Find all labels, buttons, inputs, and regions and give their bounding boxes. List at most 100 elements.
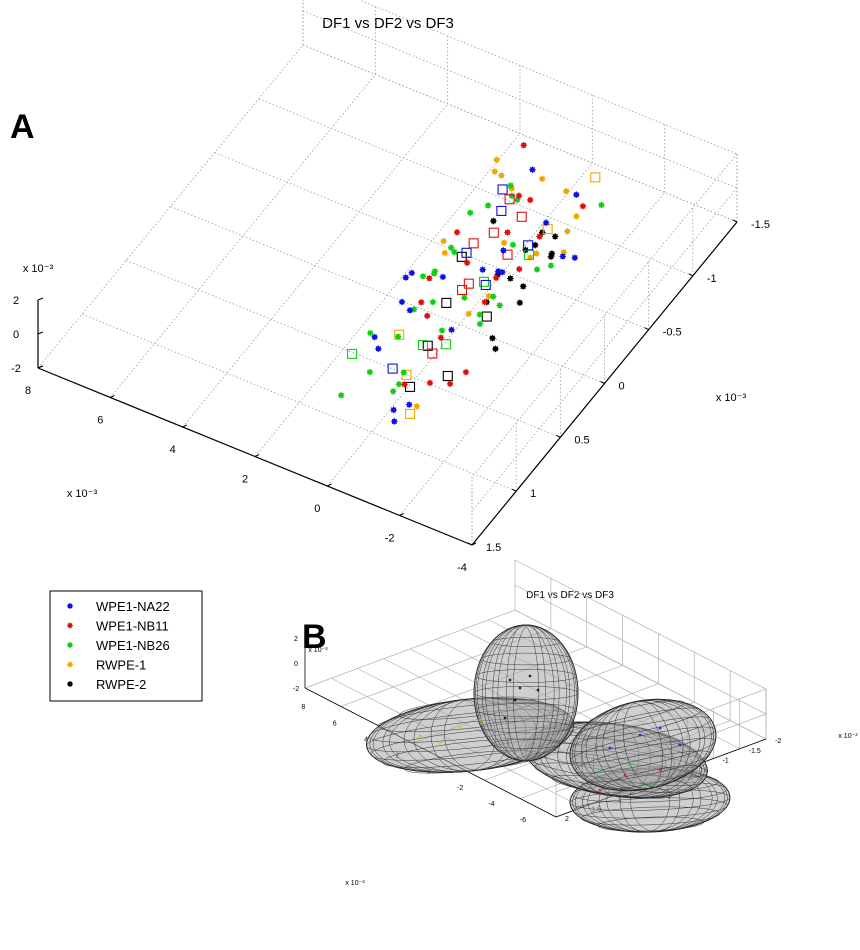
z-tick-mark (37, 297, 44, 301)
data-point-square (441, 297, 452, 308)
data-point-asterisk (492, 345, 499, 353)
data-point-asterisk (519, 283, 527, 290)
legend-marker (67, 603, 73, 609)
data-point-square (441, 339, 452, 350)
legend-item: RWPE-1 (67, 658, 146, 673)
data-point-asterisk (496, 302, 503, 309)
data-point-asterisk (426, 274, 433, 282)
data-point (438, 740, 442, 744)
y-tick-label: 1 (530, 488, 536, 500)
data-point-square (461, 247, 472, 258)
data-point-square (481, 311, 492, 322)
data-point-asterisk (463, 259, 471, 267)
legend-marker (67, 681, 73, 687)
data-point-asterisk (573, 191, 580, 198)
x-tick-label: 8 (301, 704, 305, 711)
data-point-square (463, 278, 474, 289)
data-point-asterisk (536, 233, 543, 240)
x-tick-label: -4 (488, 801, 494, 808)
data-point-asterisk (598, 201, 605, 209)
data-point-asterisk (484, 202, 492, 209)
legend-label: WPE1-NA22 (96, 599, 170, 614)
legend-item: WPE1-NB26 (67, 638, 170, 653)
data-point (418, 734, 422, 738)
x-tick-label: 6 (333, 720, 337, 727)
data-point-asterisk (491, 168, 499, 175)
legend-item: RWPE-2 (67, 677, 146, 692)
x-tick-label: 8 (25, 385, 31, 397)
z-tick-label: -2 (293, 686, 299, 693)
y-tick-label: 1.5 (486, 542, 501, 554)
x-tick-label: 4 (170, 444, 176, 456)
data-point-asterisk (446, 380, 454, 388)
y-tick-mark (644, 327, 649, 331)
y-tick-label: -2 (775, 738, 781, 745)
data-point (598, 770, 602, 774)
legend: WPE1-NA22 WPE1-NB11 WPE1-NB26 RWPE-1 RWPE-2 (49, 590, 203, 702)
data-point-square (478, 276, 490, 287)
data-point-asterisk (401, 381, 408, 388)
data-point-asterisk (551, 233, 559, 240)
data-point-asterisk (489, 334, 496, 342)
data-point-asterisk (408, 269, 416, 277)
data-point (608, 746, 612, 750)
data-point (478, 718, 482, 722)
data-point-asterisk (533, 250, 540, 257)
y-tick-label: 2 (565, 816, 569, 823)
data-point-square (488, 227, 499, 238)
z-tick-mark (37, 365, 44, 369)
data-point-asterisk (405, 401, 413, 408)
x-tick-mark (399, 513, 404, 516)
data-point-asterisk (526, 254, 534, 261)
data-point-square (480, 279, 491, 291)
data-point-asterisk (440, 237, 447, 245)
y-tick-mark (600, 381, 605, 384)
y-tick-label: 0.5 (574, 434, 589, 446)
floor-gridline (126, 259, 561, 438)
x-tick-mark (471, 542, 477, 546)
x-tick-label: 0 (314, 503, 320, 515)
data-point-square (387, 363, 398, 374)
wall-gridline (302, 10, 738, 189)
x-tick-label: -4 (457, 562, 467, 574)
data-point-asterisk (526, 196, 534, 204)
y-tick-mark (556, 434, 561, 438)
data-point-square (404, 381, 416, 392)
data-point-square (417, 339, 428, 351)
z-tick-mark (37, 331, 44, 335)
floor-gridline (170, 206, 605, 384)
data-point-asterisk (367, 329, 374, 337)
y-tick-mark (511, 488, 517, 492)
data-point-asterisk (437, 334, 445, 341)
x-exponent-label: x 10⁻³ (345, 880, 365, 887)
panel-b-title: DF1 vs DF2 vs DF3 (526, 590, 614, 601)
data-point-asterisk (461, 294, 468, 301)
data-point-square (497, 184, 508, 195)
data-point (658, 768, 662, 772)
data-point-asterisk (441, 249, 449, 257)
legend-marker (67, 661, 73, 668)
data-point-asterisk (439, 273, 447, 281)
x-tick-label: -2 (385, 533, 395, 545)
z-tick-label: 0 (13, 329, 19, 341)
data-point-asterisk (395, 380, 403, 388)
y-tick-label: -1 (707, 273, 717, 285)
data-point-square (457, 284, 468, 296)
data-point-asterisk (481, 298, 489, 306)
data-point-asterisk (389, 388, 397, 395)
z-tick-label: 2 (13, 295, 19, 307)
data-point (513, 698, 517, 702)
legend-label: WPE1-NB11 (96, 619, 169, 634)
panel-a: DF1 vs DF2 vs DF3 A 8 6 4 2 0 -2 -4 -1.5 -1 -0.5 0… (10, 0, 770, 574)
data-point-asterisk (426, 379, 434, 387)
data-point-asterisk (448, 326, 455, 334)
x-tick-label: 6 (97, 415, 103, 427)
data-point (503, 716, 507, 720)
panel-a-label: A (10, 108, 35, 146)
x-exponent-label: x 10⁻³ (67, 488, 98, 500)
data-point-asterisk (490, 217, 497, 225)
data-point (658, 726, 662, 730)
y-tick-mark (732, 219, 738, 223)
data-point-asterisk (538, 175, 546, 183)
